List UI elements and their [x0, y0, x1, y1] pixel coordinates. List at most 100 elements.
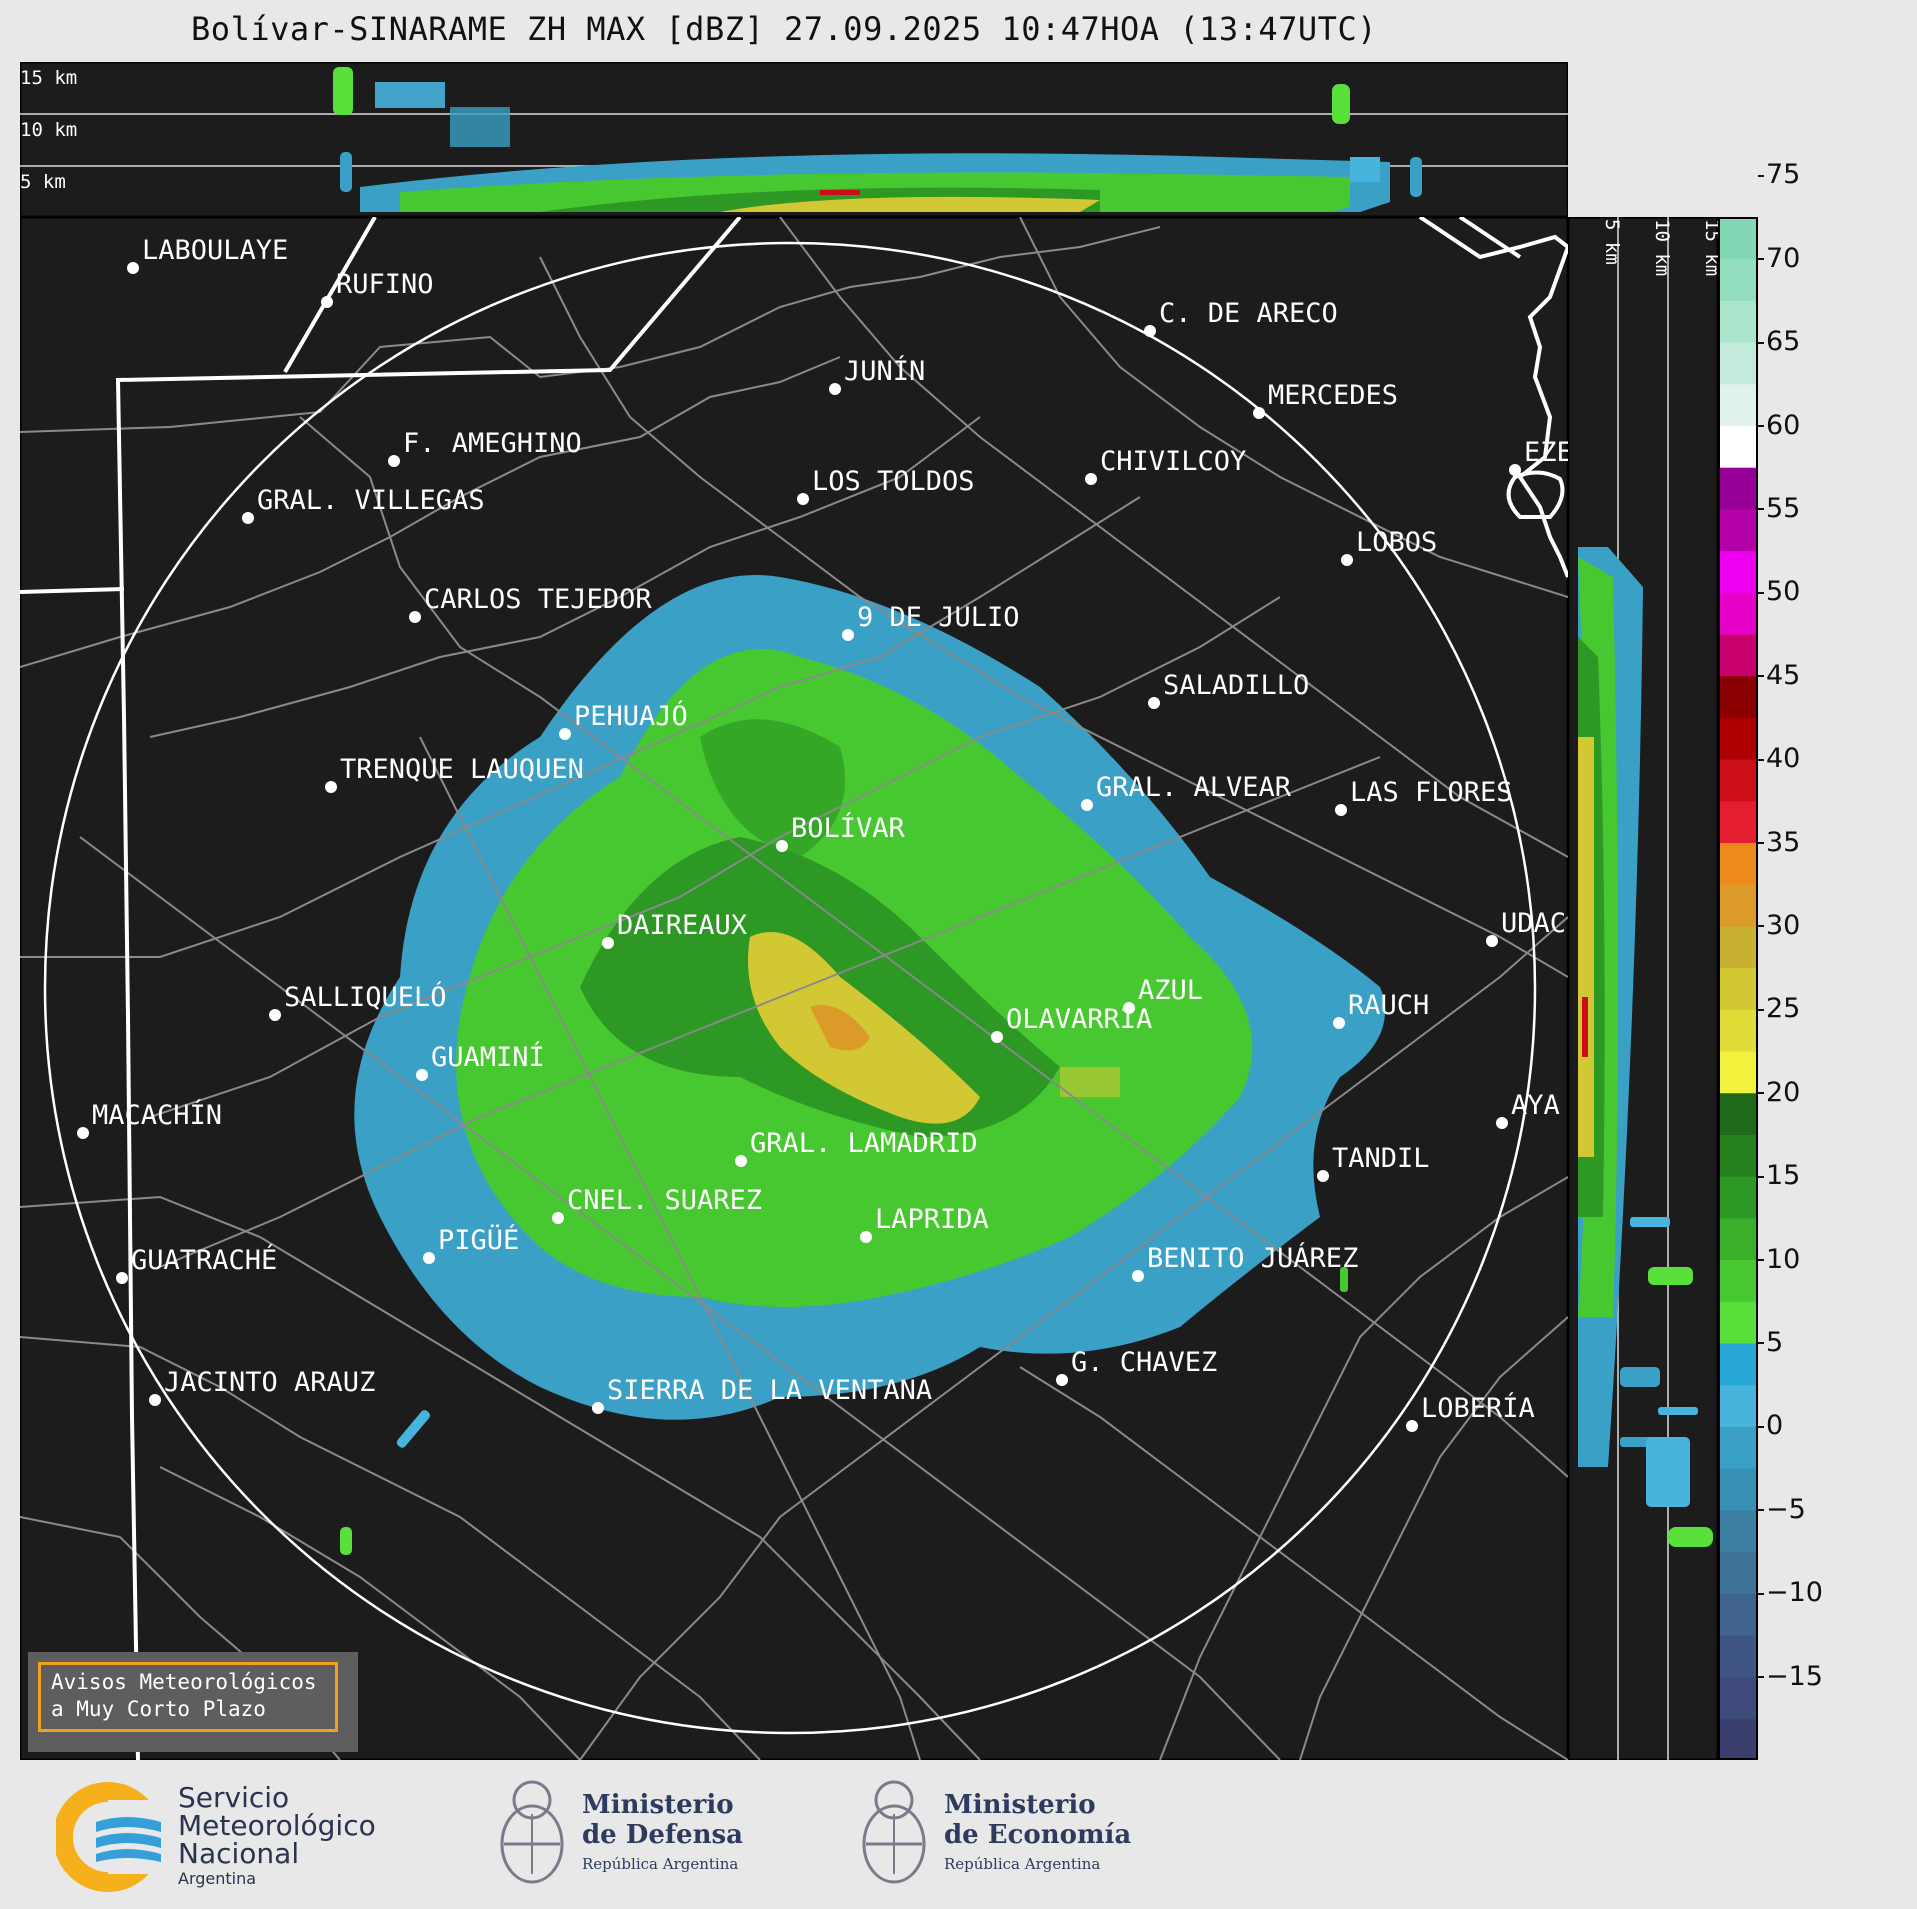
top-cross-section-panel: 15 km 10 km 5 km: [20, 62, 1568, 217]
city-junin: JUNÍN: [829, 355, 925, 395]
city-gral-lamadrid: GRAL. LAMADRID: [735, 1128, 978, 1167]
city-rauch: RAUCH: [1333, 990, 1429, 1029]
cross-section-echoes: [333, 67, 1422, 212]
city-trenque-lauquen: TRENQUE LAUQUEN: [325, 754, 584, 793]
city-marker: [829, 383, 841, 395]
colorbar-tick-label: 0: [1757, 1410, 1784, 1442]
city-layer: LABOULAYE RUFINO C. DE ARECO JUNÍN MERCEDES F…: [77, 235, 1568, 1432]
colorbar-tick-label: 70: [1757, 242, 1801, 274]
colorbar-band: [1718, 1134, 1758, 1177]
city-benito-juarez: BENITO JUÁREZ: [1132, 1242, 1358, 1282]
city-label: GRAL. VILLEGAS: [257, 485, 485, 516]
city-marker: [1509, 464, 1521, 476]
city-pehuajo: PEHUAJÓ: [559, 700, 688, 740]
city-marker: [1144, 325, 1156, 337]
city-salliquelo: SALLIQUELÓ: [269, 981, 447, 1021]
city-saladillo: SALADILLO: [1148, 670, 1309, 709]
city-9-de-julio: 9 DE JULIO: [842, 602, 1020, 641]
city-laprida: LAPRIDA: [860, 1204, 989, 1243]
city-guatrache: GUATRACHÉ: [116, 1244, 277, 1284]
city-las-flores: LAS FLORES: [1335, 777, 1513, 816]
colorbar-band: [1718, 1718, 1758, 1760]
city-label: TRENQUE LAUQUEN: [340, 754, 584, 785]
city-daireaux: DAIREAUX: [602, 910, 747, 949]
city-label: PIGÜÉ: [438, 1224, 519, 1256]
economia-logo-text: Ministerio de Economía: [944, 1790, 1131, 1850]
colorbar-tick-label: −5: [1758, 1493, 1806, 1525]
city-marker: [1335, 804, 1347, 816]
radar-echoes: [340, 575, 1386, 1555]
city-marker: [1123, 1002, 1135, 1014]
colorbar-band: [1718, 217, 1758, 260]
colorbar-tick-label: −15: [1758, 1660, 1823, 1692]
colorbar-tick-label: 65: [1757, 326, 1801, 358]
colorbar-band: [1718, 1384, 1758, 1427]
city-label: 9 DE JULIO: [857, 602, 1020, 633]
city-label: OLAVARRÍA: [1006, 1003, 1152, 1035]
economia-line-1: Ministerio: [944, 1790, 1096, 1820]
city-guamini: GUAMINÍ: [416, 1041, 545, 1081]
colorbar-band: [1718, 1217, 1758, 1261]
city-label: GUATRACHÉ: [131, 1244, 277, 1276]
city-gral-villegas: GRAL. VILLEGAS: [242, 485, 485, 524]
city-label: MERCEDES: [1268, 380, 1398, 411]
city-marker: [1341, 554, 1353, 566]
chart-title: Bolívar-SINARAME ZH MAX [dBZ] 27.09.2025…: [191, 10, 1377, 48]
colorbar-band: [1718, 425, 1758, 468]
city-marker: [127, 262, 139, 274]
colorbar-band: [1718, 258, 1758, 301]
colorbar-tick-label: 15: [1757, 1160, 1801, 1192]
colorbar-band: [1718, 592, 1758, 635]
city-udac: UDAC: [1486, 908, 1566, 947]
city-label: GUAMINÍ: [431, 1041, 545, 1073]
warning-box-inner[interactable]: Avisos Meteorológicos a Muy Corto Plazo: [38, 1662, 338, 1732]
height-label-5km: 5 km: [20, 171, 66, 193]
city-jacinto-arauz: JACINTO ARAUZ: [149, 1367, 375, 1406]
city-marker: [116, 1272, 128, 1284]
colorbar-band: [1718, 634, 1758, 677]
colorbar-band: [1718, 717, 1758, 760]
smn-logo-icon: [56, 1782, 166, 1892]
warning-box[interactable]: Avisos Meteorológicos a Muy Corto Plazo: [28, 1652, 358, 1752]
colorbar-band: [1718, 550, 1758, 593]
smn-line-3: Nacional: [178, 1837, 300, 1870]
city-label: LOBOS: [1356, 527, 1437, 558]
city-marker: [602, 937, 614, 949]
city-loberia: LOBERÍA: [1406, 1392, 1535, 1432]
colorbar-band: [1718, 1426, 1758, 1469]
county-boundaries: [20, 217, 1568, 1760]
city-marker: [797, 493, 809, 505]
city-marker: [1081, 799, 1093, 811]
colorbar-tick-label: 60: [1757, 409, 1801, 441]
colorbar-tick-label: 55: [1757, 492, 1801, 524]
colorbar-band: [1718, 675, 1758, 718]
defensa-logo-text: Ministerio de Defensa: [582, 1790, 743, 1850]
economia-sub: República Argentina: [944, 1855, 1101, 1873]
colorbar-tick-label: 25: [1757, 993, 1801, 1025]
city-label: TANDIL: [1332, 1143, 1430, 1174]
city-marker: [321, 296, 333, 308]
colorbar-band: [1718, 842, 1758, 885]
province-boundaries: [20, 217, 1568, 1760]
city-c-de-areco: C. DE ARECO: [1144, 298, 1338, 337]
colorbar-band: [1718, 759, 1758, 802]
colorbar-band: [1718, 300, 1758, 343]
height-label-5km-vertical: 5 km: [1601, 219, 1623, 265]
colorbar-band: [1718, 1468, 1758, 1511]
city-gral-alvear: GRAL. ALVEAR: [1081, 772, 1292, 811]
city-marker: [1496, 1117, 1508, 1129]
colorbar-tick-label: 30: [1757, 909, 1801, 941]
city-eze: EZE: [1509, 437, 1568, 476]
colorbar-tick-label: 35: [1757, 826, 1801, 858]
city-label: LOS TOLDOS: [812, 466, 975, 497]
city-label: SALLIQUELÓ: [284, 981, 447, 1013]
city-label: RUFINO: [336, 269, 434, 300]
city-marker: [559, 728, 571, 740]
city-marker: [552, 1212, 564, 1224]
smn-line-4: Argentina: [178, 1869, 257, 1888]
city-label: F. AMEGHINO: [403, 428, 582, 459]
city-label: UDAC: [1501, 908, 1566, 939]
smn-line-2: Meteorológico: [178, 1809, 376, 1842]
city-marker: [242, 512, 254, 524]
colorbar-border: [1718, 217, 1758, 1760]
